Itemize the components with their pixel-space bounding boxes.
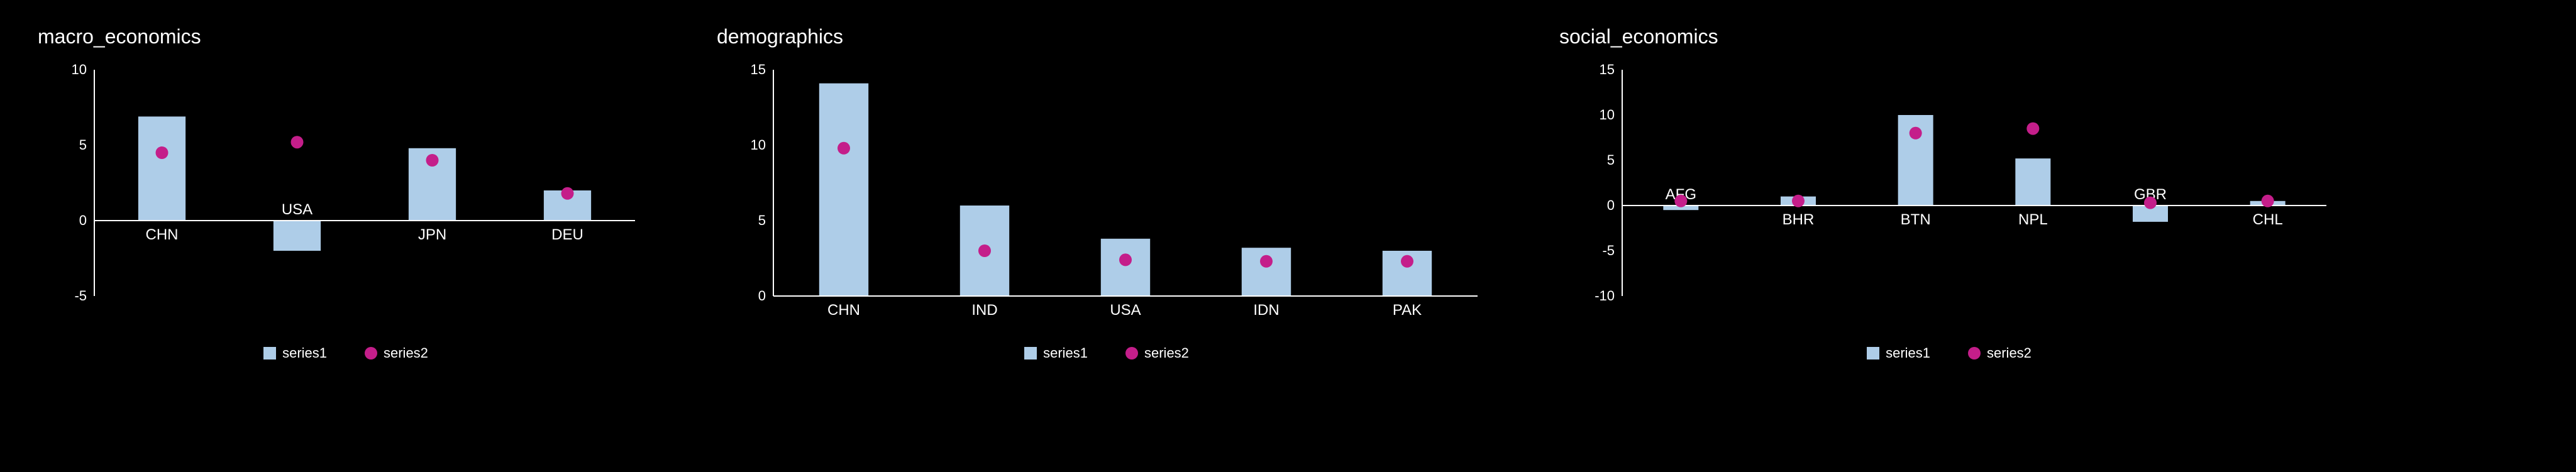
dot-marker [561, 187, 574, 200]
y-tick-label: 0 [1607, 197, 1615, 213]
chart-wrap: -10-5051015 AFGBHRBTNNPLGBRCHL [1559, 63, 2339, 327]
chart-svg: -10-5051015 AFGBHRBTNNPLGBRCHL [1559, 63, 2339, 327]
chart-svg: -5 0 5 10 CHN USA JPN DEU [38, 63, 648, 327]
legend-item-series2: series2 [365, 345, 428, 361]
category-label: CHL [2253, 211, 2283, 228]
dot-marker [1910, 127, 1922, 140]
legend-label: series2 [1987, 345, 2032, 361]
bar-swatch-icon [1867, 347, 1879, 359]
dashboard: macro_economics -5 0 5 10 CHN USA JPN DEU seri… [0, 0, 2576, 472]
dot-swatch-icon [365, 347, 377, 359]
category-label: BTN [1901, 211, 1931, 228]
dot-marker [837, 142, 850, 155]
dot-marker [1119, 253, 1132, 266]
legend-item-series2: series2 [1968, 345, 2032, 361]
y-tick-label: 5 [1607, 152, 1615, 168]
dot-marker [156, 146, 169, 159]
dot-marker [426, 154, 439, 167]
dot-marker [2262, 195, 2274, 207]
y-tick-label: 5 [79, 137, 87, 153]
category-label: CHN [827, 302, 860, 319]
y-tick-label: 5 [758, 212, 766, 228]
dot-marker [1792, 195, 1805, 207]
dot-swatch-icon [1968, 347, 1981, 359]
legend-item-series1: series1 [1867, 345, 1930, 361]
chart-wrap: 0 5 10 15 CHN IND USA IDN PAK [717, 63, 1496, 327]
y-tick-label: -10 [1595, 288, 1615, 304]
panel-title: macro_economics [38, 25, 654, 48]
panel-title: demographics [717, 25, 1496, 48]
y-tick-label: 10 [1600, 107, 1615, 123]
legend-label: series2 [1144, 345, 1189, 361]
y-tick-label: 10 [72, 63, 87, 77]
category-label: BHR [1783, 211, 1815, 228]
dot-marker [2026, 123, 2039, 135]
bar [274, 221, 321, 251]
legend-item-series1: series1 [263, 345, 327, 361]
bar-swatch-icon [263, 347, 276, 359]
category-label: NPL [2018, 211, 2048, 228]
bar [2015, 158, 2050, 206]
dot-marker [978, 244, 991, 257]
category-label: PAK [1393, 302, 1422, 319]
dot-marker [1674, 195, 1687, 207]
chart-svg: 0 5 10 15 CHN IND USA IDN PAK [717, 63, 1490, 327]
y-tick-label: 15 [751, 63, 766, 77]
bar [1101, 239, 1150, 296]
category-label: DEU [551, 226, 583, 243]
panel-socio: social_economics -10-5051015 AFGBHRBTNNP… [1559, 25, 2339, 447]
category-label: JPN [418, 226, 446, 243]
category-label: CHN [146, 226, 179, 243]
panel-title: social_economics [1559, 25, 2339, 48]
dot-marker [291, 136, 304, 148]
legend-item-series1: series1 [1024, 345, 1088, 361]
y-tick-label: -5 [74, 288, 87, 304]
bar [819, 84, 868, 296]
dot-swatch-icon [1125, 347, 1138, 359]
y-tick-label: 0 [79, 212, 87, 228]
chart-wrap: -5 0 5 10 CHN USA JPN DEU [38, 63, 654, 327]
y-tick-label: 10 [751, 137, 766, 153]
category-label: IDN [1253, 302, 1279, 319]
legend-label: series1 [1886, 345, 1930, 361]
legend: series1 series2 [717, 345, 1496, 361]
dot-marker [2144, 197, 2157, 209]
panel-macro: macro_economics -5 0 5 10 CHN USA JPN DEU seri… [38, 25, 654, 447]
legend-label: series2 [384, 345, 428, 361]
panel-demo: demographics 0 5 10 15 CHN IND USA IDN PAK seri… [717, 25, 1496, 447]
category-label: USA [282, 201, 312, 218]
y-tick-label: 15 [1600, 63, 1615, 77]
legend: series1 series2 [1559, 345, 2339, 361]
bar-swatch-icon [1024, 347, 1037, 359]
category-label: IND [971, 302, 997, 319]
legend: series1 series2 [38, 345, 654, 361]
dot-marker [1401, 255, 1413, 268]
bar [1242, 248, 1291, 296]
legend-label: series1 [282, 345, 327, 361]
y-tick-label: 0 [758, 288, 766, 304]
legend-label: series1 [1043, 345, 1088, 361]
bar [138, 116, 185, 221]
category-label: USA [1110, 302, 1141, 319]
legend-item-series2: series2 [1125, 345, 1189, 361]
y-tick-label: -5 [1602, 243, 1615, 258]
dot-marker [1260, 255, 1273, 268]
